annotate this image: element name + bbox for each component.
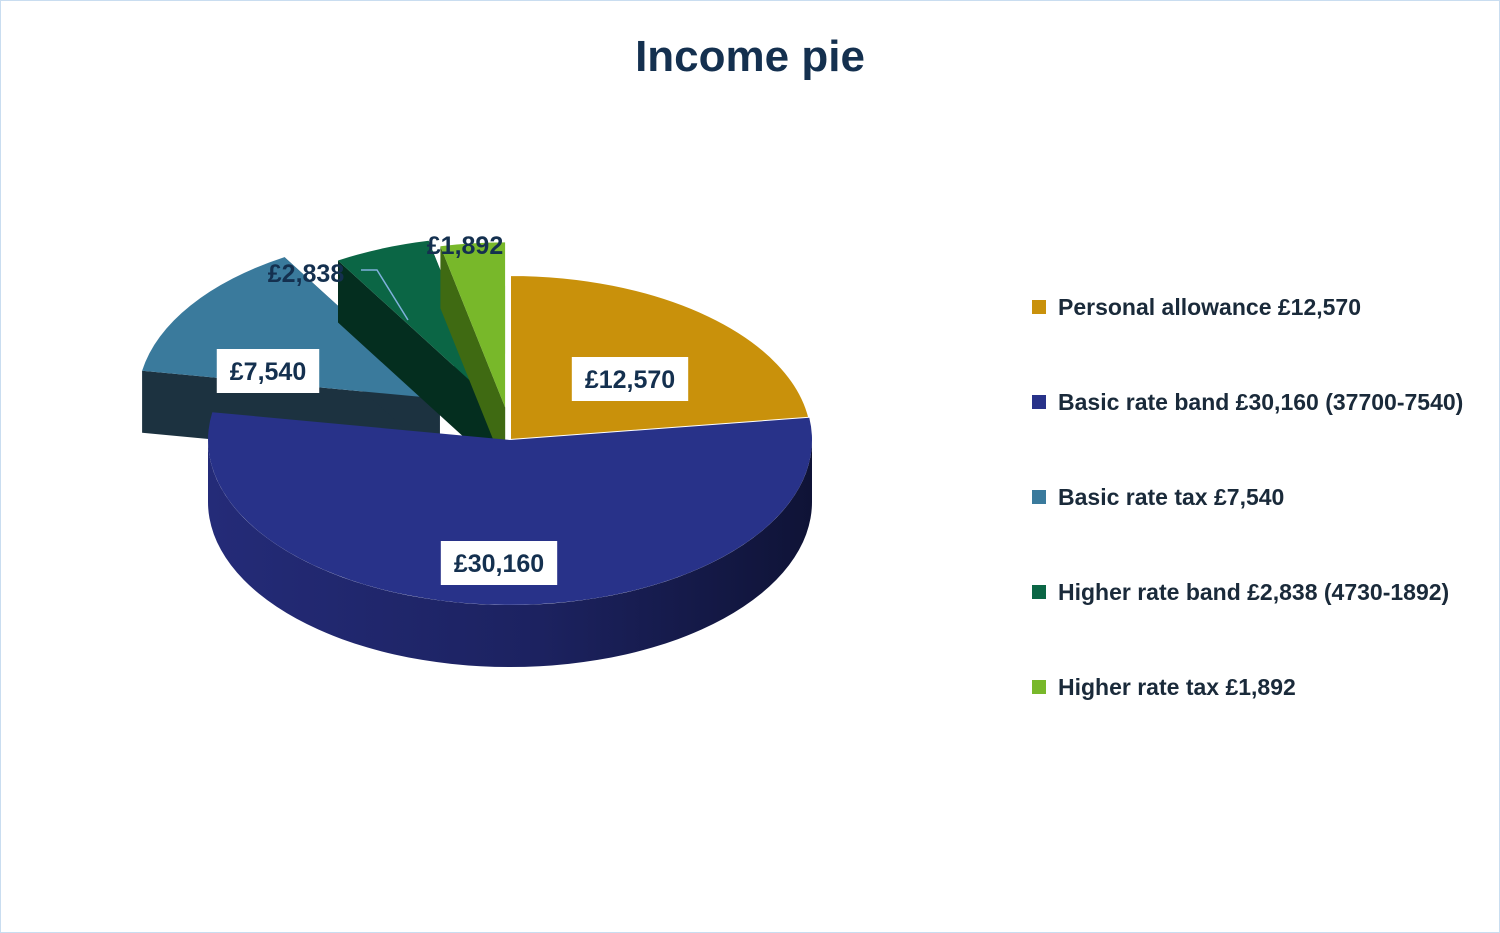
legend-swatch xyxy=(1032,300,1046,314)
legend-item-basic-rate-tax: Basic rate tax £7,540 xyxy=(1032,478,1468,516)
legend-label: Basic rate tax £7,540 xyxy=(1058,484,1285,510)
legend-item-personal-allowance: Personal allowance £12,570 xyxy=(1032,288,1468,326)
legend-item-basic-rate-band: Basic rate band £30,160 (37700-7540) xyxy=(1032,383,1468,421)
legend-swatch xyxy=(1032,585,1046,599)
slice-cut-face xyxy=(440,246,506,470)
slice-top-face xyxy=(440,242,506,408)
data-label-basic-rate-tax: £7,540 xyxy=(216,349,320,393)
data-label-box xyxy=(216,349,320,393)
legend-swatch xyxy=(1032,490,1046,504)
pie-slice-basic-rate-band xyxy=(208,412,813,667)
data-label-text: £1,892 xyxy=(427,232,503,260)
legend-swatch xyxy=(1032,680,1046,694)
slice-cut-face xyxy=(338,260,494,464)
data-label-text: £2,838 xyxy=(268,260,345,288)
slice-top-face xyxy=(338,240,494,402)
data-label-text: £12,570 xyxy=(585,366,675,394)
data-label-basic-rate-band: £30,160 xyxy=(440,541,558,585)
leader-line xyxy=(361,269,409,321)
data-label-box xyxy=(440,541,558,585)
slice-top-face xyxy=(142,257,440,399)
legend-item-higher-rate-tax: Higher rate tax £1,892 xyxy=(1032,668,1468,706)
legend-label: Higher rate tax £1,892 xyxy=(1058,674,1296,700)
data-label-higher-rate-tax: £1,892 xyxy=(427,232,503,260)
legend-label: Personal allowance £12,570 xyxy=(1058,294,1362,320)
pie-slice-higher-rate-tax xyxy=(440,242,506,470)
data-label-personal-allowance: £12,570 xyxy=(571,357,689,401)
data-label-text: £30,160 xyxy=(454,550,544,578)
data-label-higher-rate-band: £2,838 xyxy=(268,260,345,288)
slice-side-wall xyxy=(208,440,812,667)
legend-item-higher-rate-band: Higher rate band £2,838 (4730-1892) xyxy=(1032,573,1468,611)
slice-top-face xyxy=(208,412,813,605)
legend-label: Basic rate band £30,160 (37700-7540) xyxy=(1058,389,1464,415)
data-label-box xyxy=(571,357,689,401)
legend-swatch xyxy=(1032,395,1046,409)
legend-label: Higher rate band £2,838 (4730-1892) xyxy=(1058,579,1450,605)
chart-title: Income pie xyxy=(635,32,865,81)
data-label-text: £7,540 xyxy=(230,358,306,386)
